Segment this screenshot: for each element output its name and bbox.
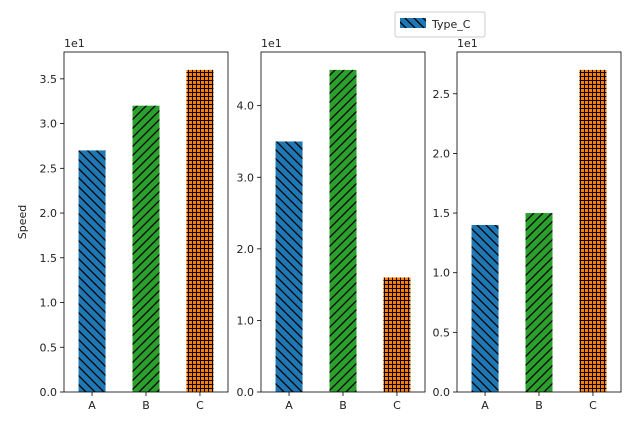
y-tick-label: 3.0 — [40, 118, 58, 131]
x-tick-label: A — [481, 399, 489, 412]
y-tick-label: 2.0 — [40, 207, 58, 220]
bar-A — [78, 150, 106, 392]
x-tick-label: C — [589, 399, 597, 412]
y-tick-label: 0.0 — [237, 386, 255, 399]
x-tick-label: A — [88, 399, 96, 412]
y-tick-label: 1.0 — [40, 297, 58, 310]
offset-text: 1e1 — [457, 37, 478, 50]
x-tick-label: B — [142, 399, 150, 412]
axes-frame — [260, 51, 426, 393]
y-tick-label: 2.0 — [237, 243, 255, 256]
x-tick-label: B — [339, 399, 347, 412]
bar-B — [132, 105, 160, 393]
y-tick-label: 1.0 — [237, 314, 255, 327]
bar-C — [383, 277, 411, 392]
y-tick-label: 0.5 — [433, 326, 451, 339]
x-tick-label: B — [535, 399, 543, 412]
legend: Type_C — [394, 11, 486, 38]
axes-frame — [63, 51, 229, 393]
y-tick-label: 1.5 — [433, 207, 451, 220]
y-tick-label: 3.5 — [40, 73, 58, 86]
y-axis-label: Speed — [16, 205, 29, 239]
y-tick-label: 0.0 — [40, 386, 58, 399]
panel-2: A B C 0.0 1.0 2.0 3.0 4.0 1e1 — [237, 37, 426, 412]
axes-frame — [456, 51, 622, 393]
y-tick-label: 4.0 — [237, 100, 255, 113]
bar-A — [275, 141, 303, 392]
y-tick-label: 3.0 — [237, 171, 255, 184]
y-tick-label: 0.5 — [40, 341, 58, 354]
panel-1: A B C 0.0 0.5 1.0 1.5 2.0 2.5 3.0 3.5 1e1 Speed — [16, 37, 229, 412]
x-tick-label: C — [196, 399, 204, 412]
bar-B — [329, 69, 357, 392]
y-tick-label: 2.0 — [433, 147, 451, 160]
legend-swatch — [400, 18, 426, 28]
bar-C — [579, 69, 607, 392]
bar-C — [186, 69, 214, 392]
legend-label: Type_C — [431, 18, 471, 31]
offset-text: 1e1 — [261, 37, 282, 50]
bar-B — [525, 213, 553, 392]
x-tick-label: C — [393, 399, 401, 412]
y-tick-label: 1.0 — [433, 267, 451, 280]
panel-3: A B C 0.0 0.5 1.0 1.5 2.0 2.5 1e1 — [433, 37, 622, 412]
bar-A — [471, 224, 499, 392]
offset-text: 1e1 — [64, 37, 85, 50]
y-tick-label: 2.5 — [433, 88, 451, 101]
y-tick-label: 2.5 — [40, 162, 58, 175]
x-tick-label: A — [285, 399, 293, 412]
y-tick-label: 1.5 — [40, 252, 58, 265]
y-tick-label: 0.0 — [433, 386, 451, 399]
